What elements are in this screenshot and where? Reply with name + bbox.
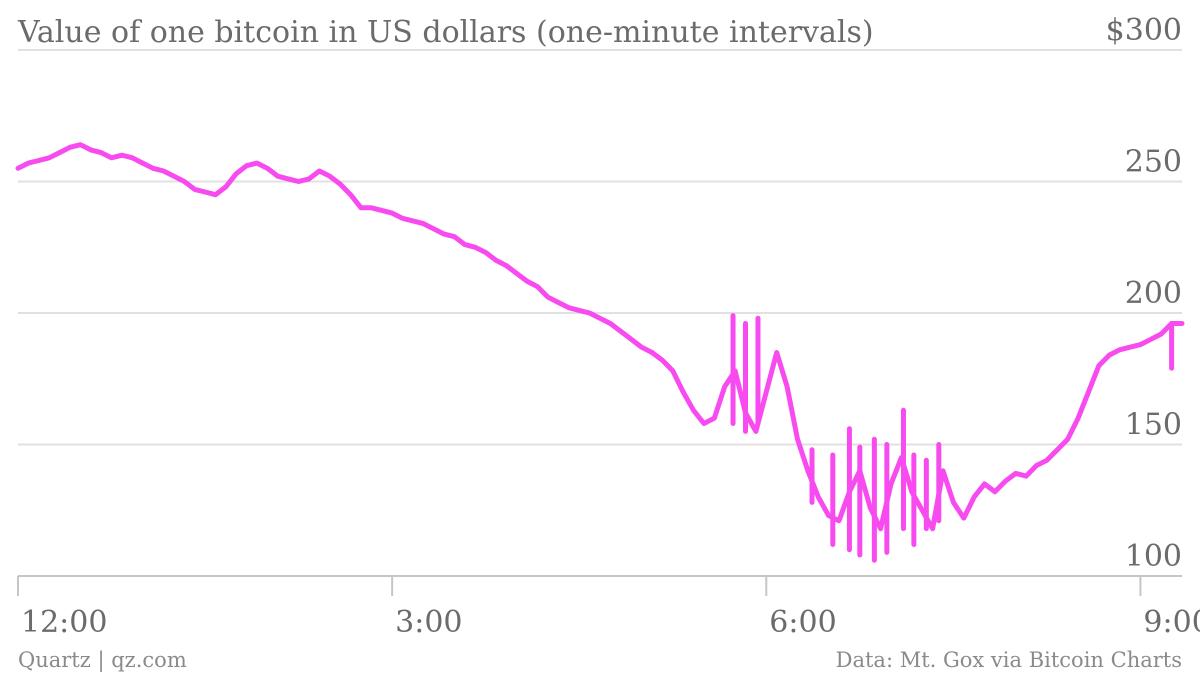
x-axis-ticks: 12:00 3:00 6:00 9:00 <box>17 576 1200 640</box>
source-credit-right: Data: Mt. Gox via Bitcoin Charts <box>836 648 1182 672</box>
chart-title: Value of one bitcoin in US dollars (one-… <box>17 15 874 50</box>
x-tick-label: 6:00 <box>769 605 836 640</box>
series-line <box>15 142 1185 532</box>
x-tick-label: 3:00 <box>395 605 462 640</box>
y-tick-label: $300 <box>1106 13 1182 48</box>
grid-lines <box>18 49 1182 577</box>
y-axis-ticks: $300 250 200 150 100 <box>1106 13 1182 574</box>
price-series <box>15 142 1185 563</box>
y-tick-label: 200 <box>1125 276 1182 311</box>
y-tick-label: 100 <box>1125 539 1182 574</box>
x-tick-label: 12:00 <box>21 605 107 640</box>
y-tick-label: 250 <box>1125 145 1182 180</box>
x-tick-label: 9:00 <box>1143 605 1200 640</box>
source-credit-left: Quartz | qz.com <box>18 648 187 673</box>
y-tick-label: 150 <box>1125 408 1182 443</box>
